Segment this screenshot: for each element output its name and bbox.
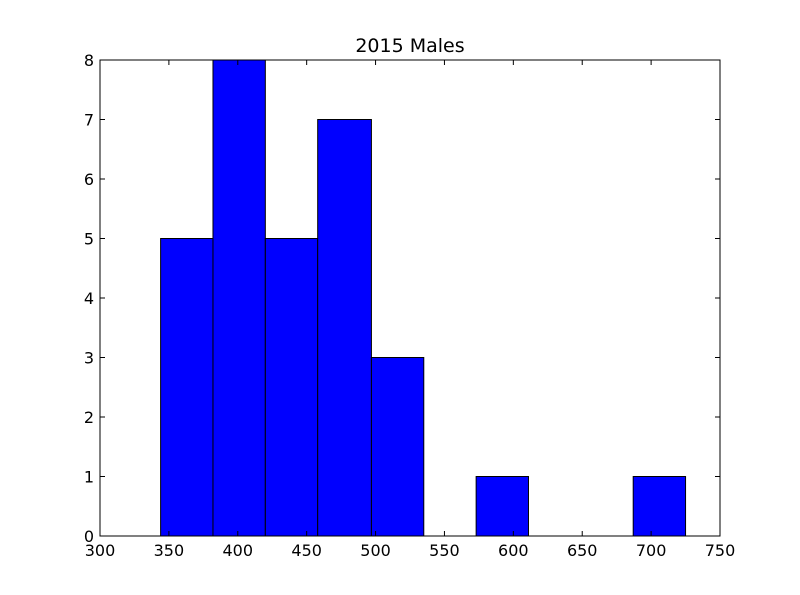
histogram-bar [160,238,214,537]
x-tick-label: 550 [429,541,460,560]
y-tick-label: 3 [84,349,94,368]
x-tick-label: 700 [636,541,667,560]
bars-group [160,59,687,537]
x-tick-label: 300 [85,541,116,560]
x-tick-label: 350 [154,541,185,560]
y-tick-label: 5 [84,230,94,249]
histogram-bar [212,59,266,537]
x-tick-label: 500 [360,541,391,560]
x-tick-label: 600 [498,541,529,560]
y-tick-label: 0 [84,527,94,546]
x-tick-label: 450 [291,541,322,560]
histogram-bar [264,238,319,537]
ticks-group: 300 350 400 450 500 550 600 650 700 750 0 1 2 3 4 5 6 7 8 [84,51,735,560]
y-tick-label: 8 [84,51,94,70]
y-tick-label: 7 [84,111,94,130]
plot-frame [99,59,721,537]
y-tick-label: 6 [84,170,94,189]
chart-title: 2015 Males [355,35,464,57]
x-tick-label: 650 [567,541,598,560]
y-tick-label: 1 [84,468,94,487]
histogram-bar [370,357,425,537]
histogram-bar [632,476,687,537]
x-tick-label: 750 [705,541,736,560]
histogram-bar [475,476,529,537]
histogram-bar [317,119,372,537]
y-tick-label: 4 [84,289,94,308]
x-tick-label: 400 [223,541,254,560]
y-tick-label: 2 [84,408,94,427]
